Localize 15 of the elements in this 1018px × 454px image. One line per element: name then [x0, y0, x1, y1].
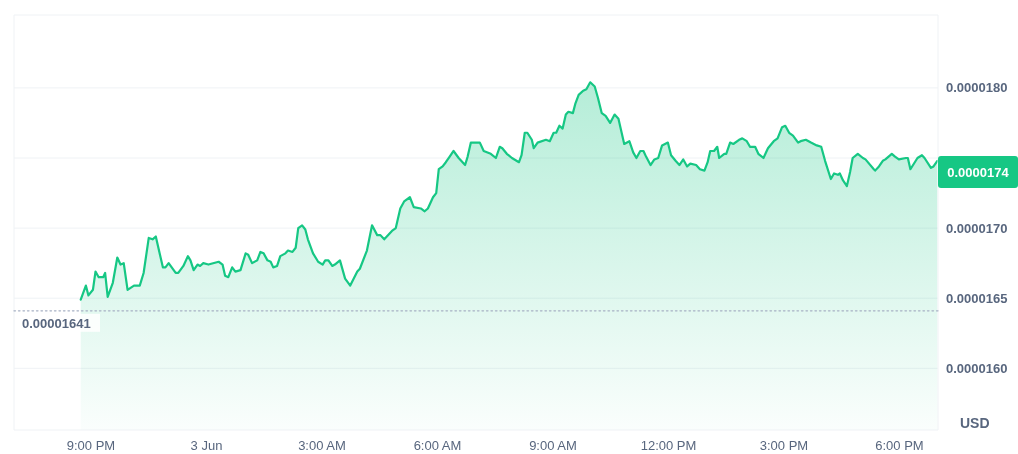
y-tick-label: 0.0000180 [946, 80, 1008, 96]
ref-line-label: 0.00001641 [22, 315, 91, 331]
x-tick-label: 3:00 AM [298, 438, 346, 453]
y-tick-label: 0.0000165 [946, 290, 1008, 306]
x-tick-label: 6:00 PM [875, 438, 924, 453]
x-tick-label: 6:00 AM [413, 438, 462, 453]
y-tick-label: 0.0000160 [946, 360, 1008, 376]
x-tick-label: 9:00 PM [66, 438, 116, 453]
x-tick-label: 3:00 PM [759, 438, 809, 453]
y-tick-label: 0.0000170 [946, 220, 1008, 236]
x-tick-label: 12:00 PM [640, 438, 697, 453]
y-axis-title: USD [960, 415, 990, 431]
annotation: 0.0000174 [947, 165, 1010, 181]
x-tick-label: 3 Jun [190, 438, 223, 453]
x-tick-label: 9:00 AM [529, 438, 577, 453]
